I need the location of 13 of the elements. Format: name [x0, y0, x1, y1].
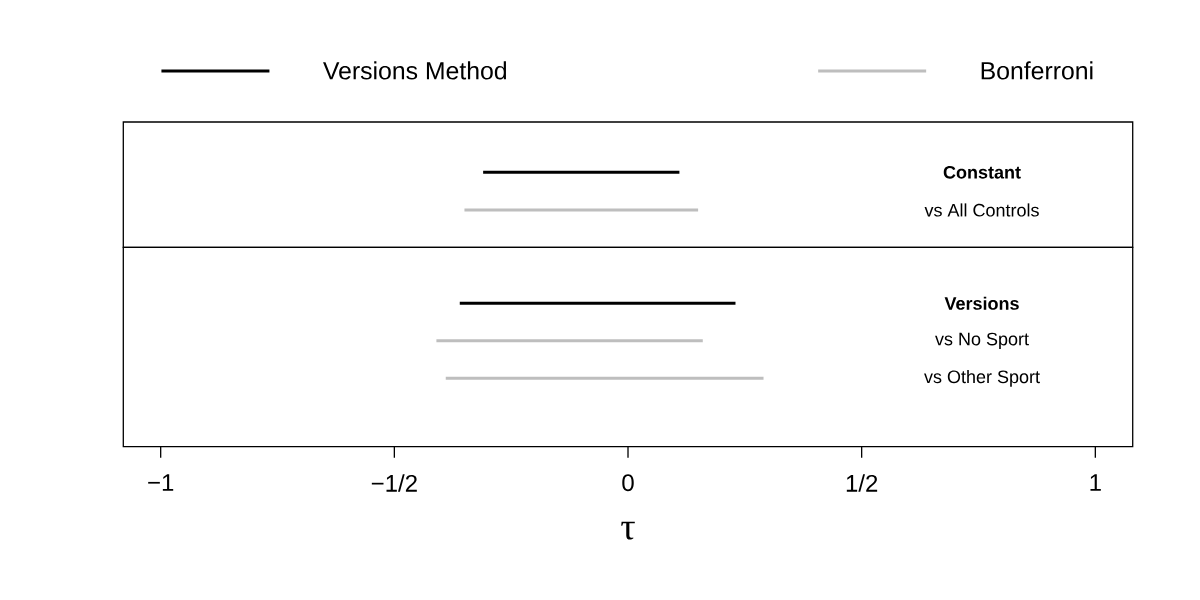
- y-tick-label: vs All Controls: [924, 203, 1039, 217]
- y-tick-label: Constant: [943, 165, 1021, 179]
- x-tick-label: 1/2: [846, 474, 878, 492]
- x-tick-label: −1: [148, 474, 174, 491]
- legend-label: Bonferroni: [981, 61, 1093, 80]
- y-tick-label: vs Other Sport: [924, 369, 1040, 387]
- x-tick-label: 1: [1090, 474, 1101, 491]
- legend-label: Versions Method: [323, 61, 507, 80]
- x-axis-title: τ: [621, 521, 635, 540]
- x-tick-label: −1/2: [371, 474, 417, 492]
- y-tick-label: vs No Sport: [935, 332, 1029, 349]
- y-tick-label: Versions: [944, 296, 1019, 310]
- x-tick-label: 0: [622, 474, 634, 492]
